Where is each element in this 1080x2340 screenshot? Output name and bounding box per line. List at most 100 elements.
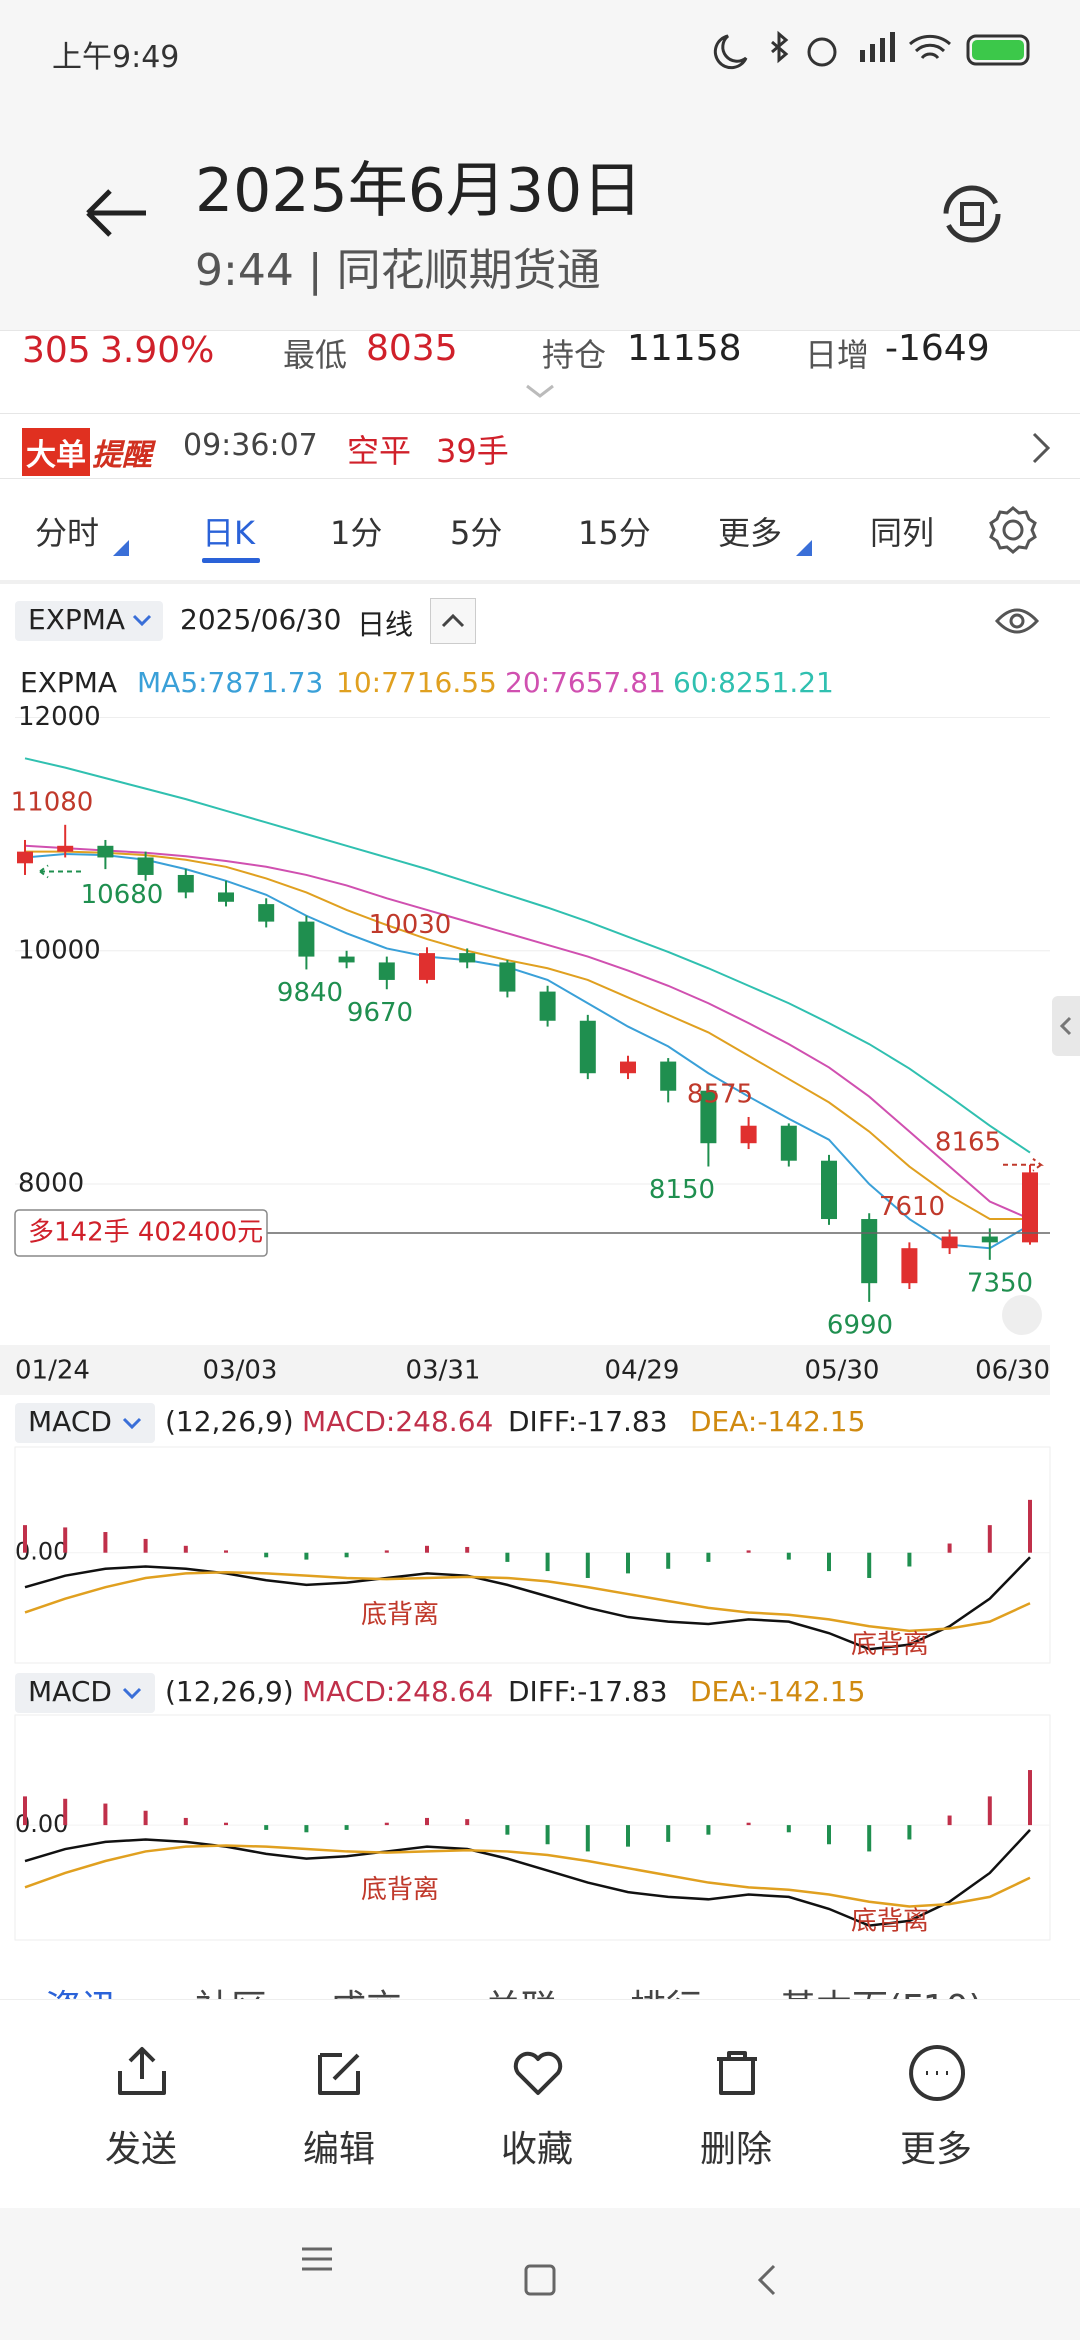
x-tick-label: 03/31 — [406, 1356, 481, 1386]
legend-title: EXPMA — [20, 666, 117, 699]
candle-body — [298, 921, 315, 957]
action-icon[interactable] — [508, 2043, 568, 2103]
macd-bar — [224, 1550, 228, 1553]
price-annotation: 10030 — [369, 910, 452, 940]
expand-button — [1002, 1295, 1042, 1335]
bottom-tab[interactable]: 排行 — [630, 1979, 702, 1999]
alert-time: 09:36:07 — [183, 428, 318, 463]
action-label[interactable]: 更多 — [900, 2129, 973, 2170]
price-annotation: 8575 — [687, 1079, 753, 1109]
macd-bar — [827, 1552, 831, 1572]
macd-bar — [1028, 1499, 1032, 1553]
divider — [0, 478, 1080, 479]
candle-body — [660, 1061, 677, 1091]
back-button[interactable] — [80, 185, 150, 241]
candle-body — [821, 1160, 837, 1220]
macd-bar — [746, 1822, 751, 1826]
macd-bar — [545, 1552, 550, 1572]
side-tab[interactable] — [1052, 996, 1080, 1056]
action-bar — [0, 1999, 1080, 2209]
legend-entry: 60:8251.21 — [673, 666, 834, 699]
macd-bar — [425, 1817, 429, 1826]
ma-line — [25, 850, 1030, 1221]
macd-bar — [706, 1552, 711, 1562]
collapse-button[interactable] — [430, 598, 476, 644]
oi-label: 持仓 — [542, 336, 607, 374]
macd-line — [24, 1556, 1031, 1651]
macd-bar — [545, 1825, 550, 1845]
x-tick-label: 05/30 — [805, 1356, 880, 1386]
chart-tab[interactable]: 分时 — [35, 514, 100, 552]
macd-bar — [907, 1825, 912, 1840]
action-icon[interactable] — [707, 2043, 767, 2103]
candle-body — [218, 892, 234, 902]
macd-bar — [786, 1825, 791, 1833]
candle-body — [459, 953, 476, 963]
chart-tab[interactable]: 日K — [202, 514, 255, 552]
action-label[interactable]: 删除 — [700, 2129, 773, 2170]
action-label[interactable]: 收藏 — [501, 2129, 574, 2170]
macd-bar — [666, 1552, 671, 1569]
action-label[interactable]: 编辑 — [303, 2129, 376, 2170]
eye-button[interactable] — [994, 604, 1040, 638]
chart-tab[interactable]: 5分 — [450, 514, 503, 552]
legend-entry: 10:7716.55 — [336, 666, 497, 699]
macd-line — [24, 1829, 1031, 1927]
price-annotation: 10680 — [81, 880, 164, 910]
macd-bar — [465, 1819, 470, 1826]
chart-date: 2025/06/30 — [180, 603, 342, 636]
candle-body — [780, 1125, 797, 1161]
price-annotation: 7350 — [967, 1268, 1033, 1298]
macd-bar — [183, 1817, 188, 1826]
x-axis-band — [0, 1345, 1050, 1395]
action-icon[interactable] — [310, 2043, 370, 2103]
alert-chevron[interactable] — [1030, 430, 1054, 466]
divergence-label: 底背离 — [851, 1630, 929, 1660]
settings-button[interactable] — [988, 505, 1038, 555]
alert-action: 空平 — [347, 432, 412, 470]
indicator-dropdown — [15, 1403, 155, 1443]
macd-bar — [304, 1825, 309, 1833]
chart-tab[interactable]: 更多 — [718, 514, 783, 552]
macd-bar — [827, 1825, 831, 1845]
action-icon[interactable] — [112, 2043, 172, 2103]
indicator-dropdown — [15, 1673, 155, 1713]
x-tick-label: 01/24 — [15, 1356, 90, 1386]
indicator-name: EXPMA — [28, 603, 126, 636]
expand-arrow[interactable] — [525, 384, 555, 400]
low: 8035 — [366, 328, 458, 369]
active-underline — [202, 558, 260, 563]
action-icon[interactable] — [907, 2043, 967, 2103]
rotate-button[interactable] — [940, 182, 1004, 246]
indicator-dea: DEA:-142.15 — [690, 1405, 865, 1438]
chart-tab[interactable]: 同列 — [870, 514, 935, 552]
candle-body — [97, 845, 114, 858]
indicator-macd: MACD:248.64 — [302, 1675, 493, 1708]
chart-tab[interactable]: 1分 — [330, 514, 383, 552]
top-bg — [0, 0, 1080, 330]
bottom-tab[interactable]: 成交 — [330, 1979, 402, 1999]
macd-bar — [183, 1545, 188, 1553]
chart-tab[interactable]: 15分 — [578, 514, 651, 552]
alert-qty: 39手 — [436, 432, 509, 470]
bottom-tab[interactable]: 社区 — [195, 1979, 267, 1999]
annotation-arrow — [1003, 1157, 1044, 1172]
bottom-tab[interactable]: 基本面(F10) — [780, 1979, 983, 1999]
title: 2025年6月30日 — [195, 156, 643, 226]
bottom-tab[interactable]: 关联 — [485, 1979, 557, 1999]
ma-line — [24, 844, 1031, 1220]
action-label[interactable]: 发送 — [105, 2129, 178, 2170]
macd-bar — [585, 1825, 590, 1852]
indicator-indicator: MACD — [28, 1675, 112, 1708]
candle-body — [740, 1125, 757, 1144]
candle-body — [378, 962, 395, 980]
candle-body — [700, 1090, 717, 1144]
nav-bar — [0, 2208, 1080, 2340]
macd-bar — [224, 1822, 228, 1826]
y-tick-label: 12000 — [18, 702, 101, 732]
price-annotation: 6990 — [827, 1310, 893, 1340]
bottom-tab[interactable]: 资讯 — [45, 1979, 117, 1999]
divergence-label: 底背离 — [361, 1600, 439, 1630]
candle-body — [901, 1248, 918, 1284]
